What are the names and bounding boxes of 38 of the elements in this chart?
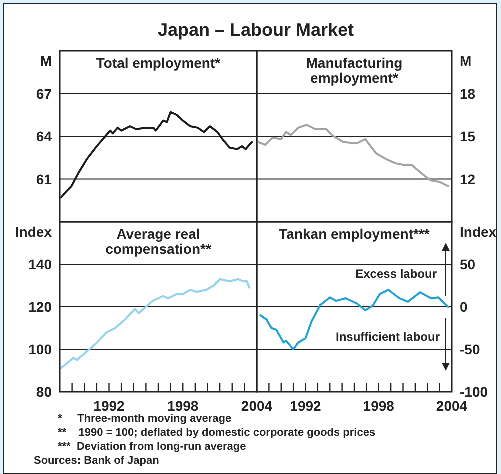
x-tick-label: 2004: [241, 398, 273, 414]
chart-title: Tankan employment***: [279, 226, 430, 242]
x-tick-label: 1998: [168, 398, 199, 414]
chart-subtitle: Total employment*: [96, 55, 222, 71]
y2-tick-label: 15: [460, 128, 476, 144]
y-tick-label: 100: [28, 342, 52, 358]
y-tick-label: 64: [36, 128, 52, 144]
y2-tick-label: 12: [460, 171, 476, 188]
y-tick-label: 80: [36, 384, 52, 400]
y2-axis-title: M: [460, 53, 472, 69]
x-tick-label: 1992: [290, 398, 322, 414]
y-tick-label: 67: [36, 86, 52, 102]
y2-tick-label: 18: [460, 86, 476, 102]
y2-tick-label: -100: [460, 384, 488, 400]
text: *** Deviation from long-run average: [58, 441, 246, 453]
x-tick-label: 2004: [436, 398, 468, 414]
y2-tick-label: -50: [460, 342, 480, 358]
text: * Three-month moving average: [58, 413, 232, 425]
annotation: Insufficient labour: [336, 330, 440, 344]
y-axis-title: M: [40, 53, 52, 69]
x-tick-label: 1998: [363, 398, 395, 414]
y2-tick-label: 50: [460, 256, 476, 272]
line-series: [257, 124, 450, 188]
text: ** 1990 = 100; deflated by domestic corporate goods prices: [58, 427, 376, 439]
annotation: Excess labour: [356, 267, 438, 281]
text: Average real compensation**: [106, 226, 212, 257]
y-axis-title: Index: [15, 224, 52, 240]
source-note: Sources: Bank of Japan: [34, 455, 160, 467]
line-series: [60, 278, 251, 370]
x-tick-label: 1992: [94, 398, 126, 414]
y-tick-label: 140: [28, 256, 52, 272]
y2-tick-label: 0: [460, 299, 468, 315]
y-tick-label: 61: [36, 171, 52, 188]
line-series: [260, 289, 450, 350]
text: Manufacturing employment*: [306, 55, 403, 86]
chart-title: Japan – Labour Market: [158, 20, 354, 40]
y-tick-label: 120: [28, 299, 52, 315]
y2-axis-title: Index: [460, 224, 497, 240]
